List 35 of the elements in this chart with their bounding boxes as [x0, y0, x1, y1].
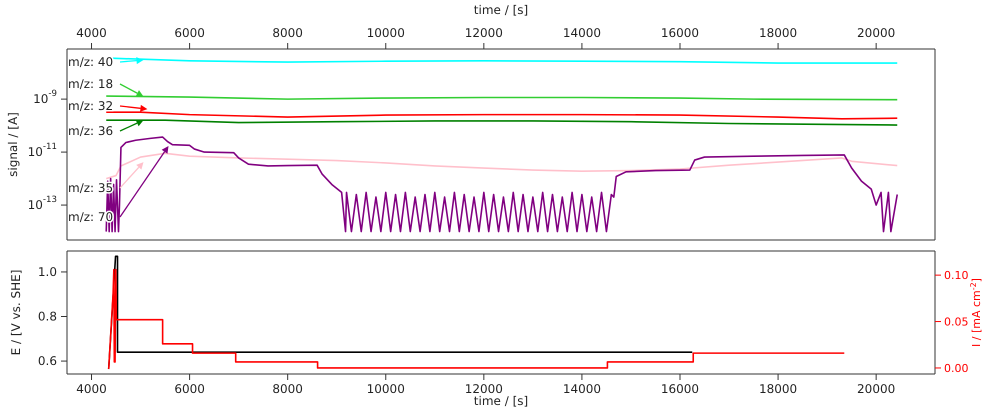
y2-tick-label: 0.00	[944, 361, 968, 374]
x-tick-label: 20000	[857, 26, 896, 40]
x-tick-label: 20000	[857, 382, 896, 396]
x-tick-label: 8000	[272, 382, 303, 396]
x-tick-label: 4000	[76, 26, 107, 40]
y-tick-label: 10$^{-9}$	[33, 89, 57, 106]
y2-tick-label: 0.10	[944, 268, 968, 282]
y-tick-label: 10$^{-11}$	[28, 142, 57, 160]
x-tick-label: 16000	[660, 26, 700, 40]
annotation: m/z: 36	[68, 124, 114, 138]
x-tick-label: 14000	[562, 382, 602, 396]
x-tick-label: 6000	[174, 26, 205, 40]
x-tick-label: 12000	[464, 26, 503, 40]
annotation: m/z: 40	[68, 55, 114, 69]
x-axis-title: time / [s]	[474, 394, 528, 408]
x-tick-label: 16000	[660, 382, 700, 396]
x-tick-label: 6000	[174, 382, 205, 396]
y-axis-title: E / [V vs. SHE]	[9, 270, 23, 356]
annotation: m/z: 18	[68, 77, 114, 91]
x-axis-title: time / [s]	[474, 3, 528, 17]
x-tick-label: 8000	[272, 26, 303, 40]
y2-tick-label: 0.05	[944, 315, 968, 328]
annotation: m/z: 32	[68, 99, 114, 113]
x-tick-label: 4000	[76, 382, 107, 396]
x-tick-label: 14000	[562, 26, 602, 40]
y-tick-label: 0.6	[38, 354, 57, 368]
y-tick-label: 0.8	[38, 310, 57, 324]
y-tick-label: 10$^{-13}$	[28, 195, 57, 212]
x-tick-label: 10000	[366, 382, 405, 396]
y-tick-label: 1.0	[38, 264, 57, 279]
x-tick-label: 18000	[758, 382, 798, 396]
x-tick-label: 10000	[366, 26, 405, 40]
y-axis-title: signal / [A]	[6, 112, 20, 177]
x-tick-label: 12000	[464, 382, 503, 396]
x-tick-label: 18000	[758, 26, 798, 40]
